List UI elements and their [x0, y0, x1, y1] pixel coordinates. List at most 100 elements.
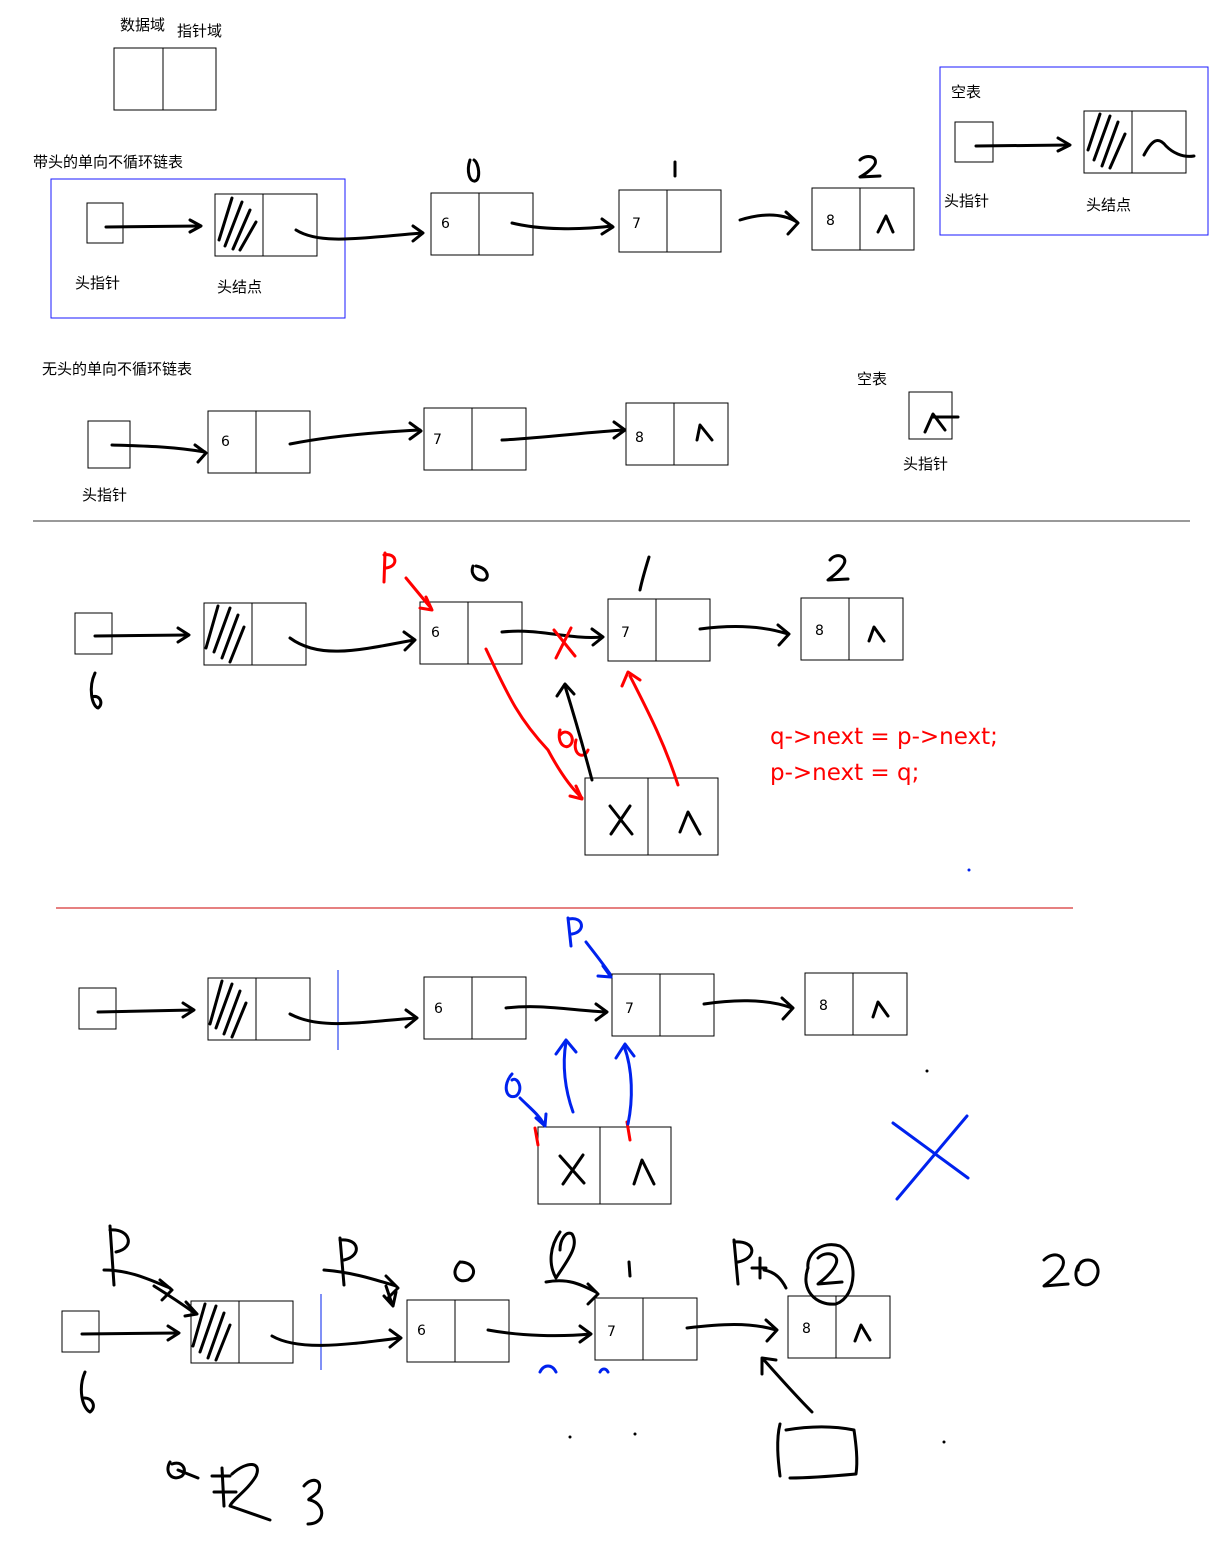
head-node: [1083, 110, 1196, 174]
head-node: [203, 602, 307, 666]
arrow: [622, 1044, 633, 1126]
scribble: [538, 1364, 610, 1374]
pointer-field-label: 指针域: [177, 22, 222, 40]
node-1: 7: [607, 598, 711, 662]
index-2-circled: [804, 1243, 855, 1306]
arrow: [110, 443, 207, 454]
arrow: [762, 1358, 814, 1414]
dot: [925, 1069, 929, 1073]
data-field-label: 数据域: [120, 16, 165, 34]
x-mark: [558, 1153, 586, 1186]
cut-mark-x: [552, 626, 577, 660]
head-pointer-box: [86, 202, 124, 244]
index-1-scribble: [638, 555, 651, 592]
index-0-scribble: [453, 1260, 476, 1283]
arrow: [563, 684, 594, 782]
null-caret-mark: [923, 412, 960, 434]
svg-text:7: 7: [433, 432, 442, 448]
node-1: 7: [618, 189, 722, 253]
svg-text:6: 6: [434, 1001, 443, 1017]
dot: [633, 1432, 637, 1436]
x-mark: [608, 804, 634, 836]
pointer-scribble: [544, 1230, 600, 1306]
arrow: [500, 629, 604, 639]
arrow: [294, 228, 424, 241]
null-caret-mark: [876, 214, 895, 234]
headless-list-title: 无头的单向不循环链表: [42, 360, 192, 378]
svg-text:7: 7: [632, 216, 641, 232]
cross-mark: [891, 1114, 970, 1201]
dot: [942, 1440, 946, 1444]
code-line-2: p->next = q;: [770, 760, 919, 786]
svg-text:6: 6: [431, 625, 440, 641]
arrow: [702, 999, 794, 1010]
svg-text:7: 7: [621, 625, 630, 641]
index-0-scribble: [470, 564, 489, 582]
node-2: 8: [804, 972, 908, 1036]
arrow: [93, 633, 190, 638]
hatch-marks: [191, 1302, 232, 1362]
arrow: [698, 624, 790, 636]
svg-text:8: 8: [815, 623, 824, 639]
index-2-scribble: [826, 554, 850, 582]
null-caret-mark: [1142, 139, 1196, 158]
dot: [967, 868, 971, 872]
scribble-20: [1042, 1253, 1100, 1288]
new-node: [537, 1126, 672, 1205]
head-node-frame: [50, 178, 346, 319]
svg-text:7: 7: [625, 1001, 634, 1017]
svg-text:7: 7: [607, 1324, 616, 1340]
arrow: [562, 1040, 575, 1114]
svg-text:6: 6: [417, 1323, 426, 1339]
arrow: [96, 1008, 195, 1014]
hatch-marks: [1086, 112, 1127, 170]
arrow: [80, 1331, 180, 1336]
null-caret-mark: [678, 810, 702, 836]
node-2: 8: [787, 1295, 891, 1359]
index-0-scribble: [466, 158, 481, 183]
pointer-scribble: [102, 1224, 198, 1316]
null-caret-mark: [853, 1323, 872, 1343]
head-node-label: 头结点: [1086, 196, 1131, 214]
hatch-marks: [208, 979, 248, 1039]
arrow: [484, 647, 584, 800]
null-caret-mark: [695, 423, 714, 442]
head-node: [190, 1300, 294, 1364]
svg-text:6: 6: [221, 434, 230, 450]
pointer-p-letter: [566, 916, 583, 948]
arrow: [510, 221, 614, 231]
head-pointer-label: 头指针: [75, 274, 120, 292]
hatch-marks: [204, 604, 246, 664]
node-2: 8: [800, 597, 904, 661]
svg-text:8: 8: [802, 1321, 811, 1337]
head-pointer-box: [74, 612, 113, 655]
head-node: [207, 977, 311, 1041]
node-2: 8: [811, 187, 915, 251]
headed-list-title: 带头的单向不循环链表: [33, 153, 183, 171]
head-pointer-box: [78, 987, 117, 1030]
mark: [533, 1126, 540, 1147]
code-line-1: q->next = p->next;: [770, 724, 998, 750]
node-1: 7: [594, 1297, 698, 1361]
arrow: [685, 1323, 778, 1332]
head-pointer-label: 头指针: [82, 486, 127, 504]
arrow: [628, 674, 680, 787]
pointer-p-letter: [382, 551, 397, 584]
null-caret-mark: [871, 1000, 890, 1019]
node-1: 7: [611, 973, 715, 1037]
svg-text:6: 6: [441, 216, 450, 232]
scribble: [166, 1460, 324, 1526]
index-1-scribble: [627, 1260, 632, 1278]
pointer-q-letter: [504, 1072, 546, 1126]
arrow: [288, 428, 422, 446]
empty-list-panel: [939, 66, 1209, 236]
arrow: [104, 224, 202, 229]
arrow: [504, 1005, 608, 1014]
scribble-box: [776, 1422, 859, 1480]
arrow: [486, 1328, 592, 1338]
index-2-scribble: [858, 155, 882, 179]
null-caret-mark: [867, 625, 886, 643]
scribble: [89, 671, 103, 710]
head-node: [214, 193, 318, 257]
